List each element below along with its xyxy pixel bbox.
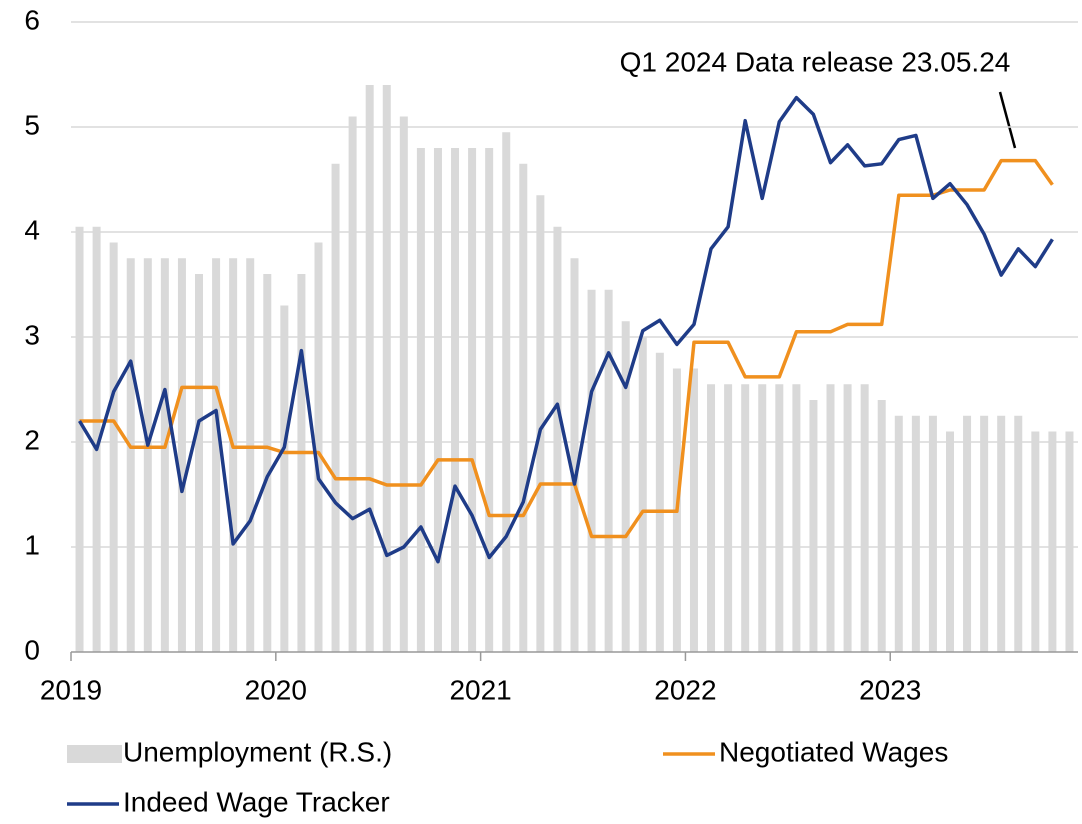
bar <box>741 384 750 652</box>
bar <box>587 289 596 652</box>
bar <box>109 242 118 652</box>
bar <box>1031 431 1040 652</box>
bar <box>314 242 323 652</box>
bar <box>212 258 221 652</box>
bar <box>638 337 647 652</box>
y-tick-label: 0 <box>24 634 40 665</box>
y-tick-label: 1 <box>24 529 40 560</box>
y-tick-label: 2 <box>24 424 40 455</box>
bar <box>75 226 84 652</box>
bar <box>843 384 852 652</box>
bar <box>485 148 494 652</box>
bar <box>809 400 818 652</box>
bar <box>604 289 613 652</box>
x-tick-label: 2020 <box>245 674 307 705</box>
bar <box>143 258 152 652</box>
y-tick-label: 3 <box>24 319 40 350</box>
annotation-pointer <box>998 91 1017 149</box>
bar <box>928 415 937 652</box>
x-tick-label: 2023 <box>859 674 921 705</box>
legend-label: Indeed Wage Tracker <box>123 786 390 817</box>
bar <box>877 400 886 652</box>
bar <box>963 415 972 652</box>
bar <box>502 132 511 652</box>
bar <box>655 352 664 652</box>
bar <box>860 384 869 652</box>
bar <box>263 274 272 652</box>
annotation: Q1 2024 Data release 23.05.24 <box>620 46 1011 77</box>
y-tick-label: 5 <box>24 109 40 140</box>
bar <box>945 431 954 652</box>
bar <box>126 258 135 652</box>
bar <box>707 384 716 652</box>
line-series <box>78 95 1054 564</box>
bar <box>536 195 545 652</box>
bar <box>980 415 989 652</box>
legend-swatch <box>67 745 122 763</box>
bar <box>433 148 442 652</box>
bar <box>689 368 698 652</box>
bar <box>451 148 460 652</box>
bar <box>997 415 1006 652</box>
bar <box>92 226 101 652</box>
bar <box>553 226 562 652</box>
bar <box>775 384 784 652</box>
bar <box>160 258 169 652</box>
bar <box>229 258 238 652</box>
y-tick-label: 4 <box>24 214 40 245</box>
bar <box>724 384 733 652</box>
bar <box>1014 415 1023 652</box>
line-series <box>79 158 1054 539</box>
bar <box>621 321 630 652</box>
bar <box>826 384 835 652</box>
bar <box>177 258 186 652</box>
x-tick-label: 2019 <box>40 674 102 705</box>
bar <box>195 274 204 652</box>
y-tick-label: 6 <box>24 4 40 35</box>
bar <box>570 258 579 652</box>
bar <box>365 85 374 652</box>
legend-label: Unemployment (R.S.) <box>123 736 392 767</box>
bar <box>894 415 903 652</box>
bar <box>1048 431 1057 652</box>
bar <box>416 148 425 652</box>
legend-label: Negotiated Wages <box>719 736 948 767</box>
x-tick-label: 2022 <box>654 674 716 705</box>
bar <box>758 384 767 652</box>
bar <box>468 148 477 652</box>
bar <box>911 415 920 652</box>
bar <box>246 258 255 652</box>
bar <box>1065 431 1074 652</box>
x-tick-label: 2021 <box>449 674 511 705</box>
bar <box>382 85 391 652</box>
bar <box>348 116 357 652</box>
bar <box>297 274 306 652</box>
bar <box>331 163 340 652</box>
bar <box>399 116 408 652</box>
bar <box>519 163 528 652</box>
bar <box>792 384 801 652</box>
bar <box>280 305 289 652</box>
